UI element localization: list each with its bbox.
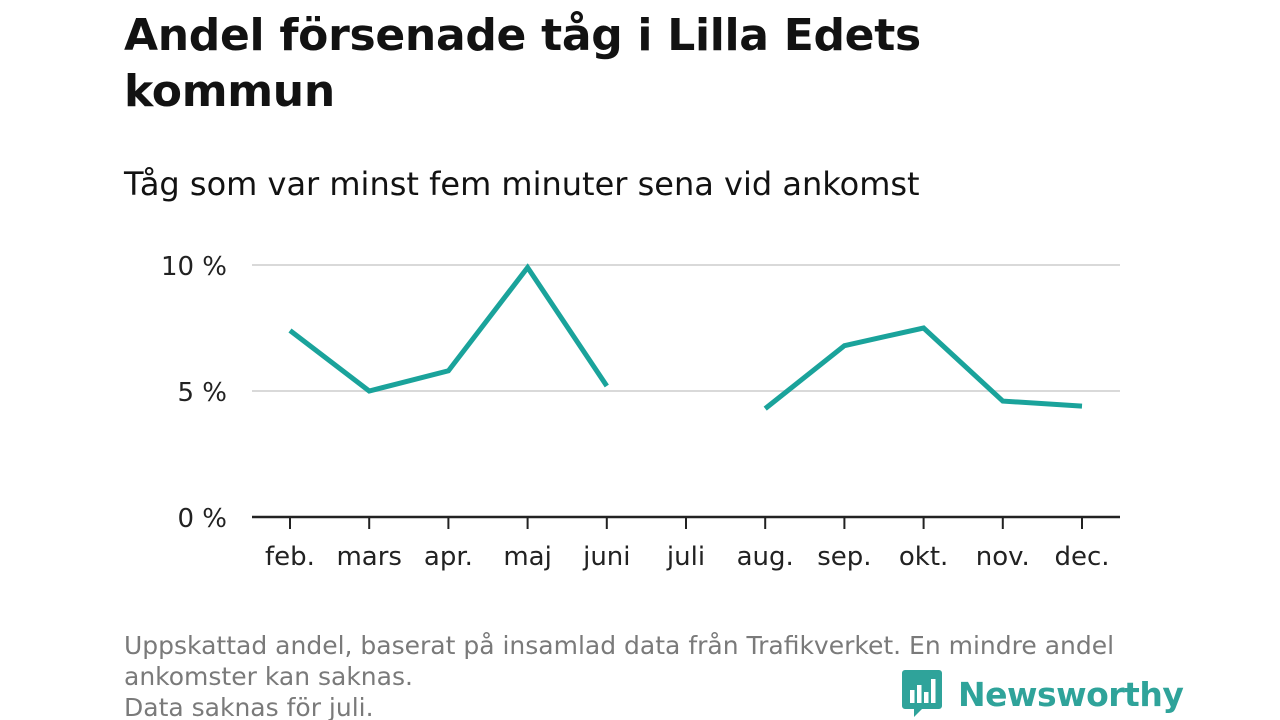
- chart-subtitle: Tåg som var minst fem minuter sena vid a…: [124, 165, 920, 203]
- footnote-line-3: Data saknas för juli.: [124, 693, 374, 720]
- x-tick-label: aug.: [737, 542, 794, 572]
- newsworthy-logo: Newsworthy: [902, 670, 1184, 718]
- y-tick-label: 0 %: [177, 504, 227, 534]
- brand-name: Newsworthy: [958, 674, 1184, 714]
- footnote: Uppskattad andel, baserat på insamlad da…: [124, 630, 1184, 720]
- series-lines: [288, 263, 1083, 411]
- x-tick-label: juni: [582, 542, 630, 572]
- y-axis-ticks: 0 % 5 % 10 %: [161, 252, 227, 534]
- x-tick-label: mars: [336, 542, 402, 572]
- x-tick-label: feb.: [265, 542, 315, 572]
- x-tick-label: nov.: [976, 542, 1030, 572]
- y-tick-label: 5 %: [177, 378, 227, 408]
- y-tick-label: 10 %: [161, 252, 227, 282]
- footnote-line-2: ankomster kan saknas.: [124, 662, 413, 691]
- series-line-segment: [288, 263, 609, 394]
- footnote-line-1: Uppskattad andel, baserat på insamlad da…: [124, 631, 1115, 660]
- x-tick-label: apr.: [424, 542, 473, 572]
- x-tick-label: dec.: [1054, 542, 1109, 572]
- series-line-segment: [763, 325, 1083, 411]
- x-axis-ticks: feb. mars apr. maj juni juli aug. sep. okt. nov. d…: [265, 517, 1110, 572]
- newsworthy-logo-icon: [902, 670, 942, 717]
- x-tick-label: juli: [666, 542, 705, 572]
- gridlines: [252, 264, 1120, 392]
- x-tick-label: maj: [503, 542, 551, 572]
- x-tick-label: okt.: [899, 542, 948, 572]
- chart-title: Andel försenade tåg i Lilla Edets kommun: [124, 10, 921, 117]
- x-tick-label: sep.: [817, 542, 871, 572]
